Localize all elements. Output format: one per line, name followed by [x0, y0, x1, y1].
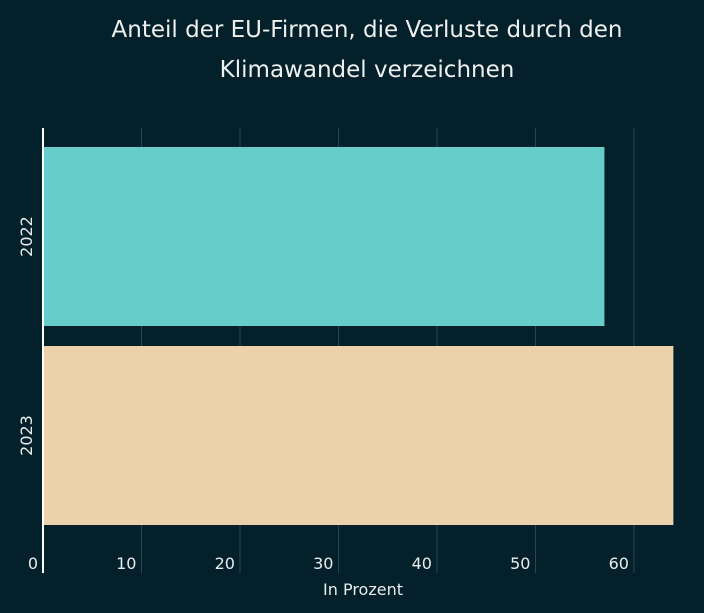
- chart-title: Anteil der EU-Firmen, die Verluste durch…: [0, 10, 704, 90]
- x-tick-label: 40: [412, 554, 432, 573]
- chart-title-line-2: Klimawandel verzeichnen: [219, 57, 515, 83]
- y-tick-label: 2023: [17, 415, 36, 456]
- x-tick-label: 20: [215, 554, 235, 573]
- y-tick-label: 2022: [17, 216, 36, 257]
- bar-2022: [43, 147, 605, 326]
- x-tick-label: 0: [28, 554, 38, 573]
- x-tick-label: 60: [609, 554, 629, 573]
- chart-title-line-1: Anteil der EU-Firmen, die Verluste durch…: [111, 17, 623, 43]
- x-axis-label: In Prozent: [323, 580, 403, 599]
- x-tick-label: 30: [313, 554, 333, 573]
- bar-2023: [43, 346, 674, 525]
- x-tick-label: 50: [510, 554, 530, 573]
- x-tick-label: 10: [116, 554, 136, 573]
